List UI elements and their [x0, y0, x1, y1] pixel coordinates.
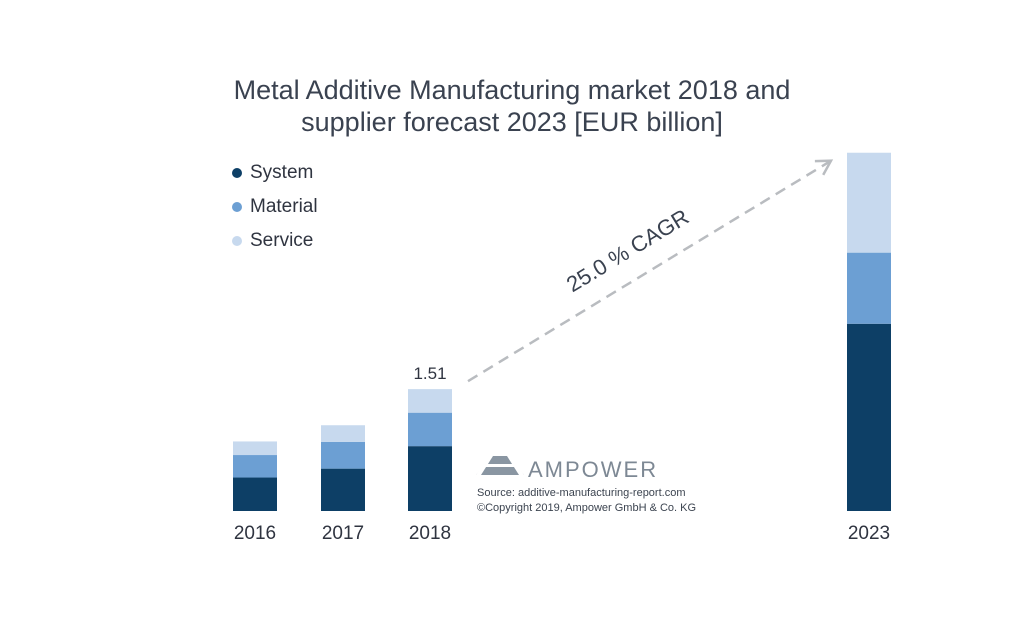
legend-label-material: Material	[250, 196, 318, 217]
ampower-logo: AMPOWER	[476, 456, 656, 485]
bar-system-2018	[408, 446, 452, 511]
bar-service-2023	[847, 152, 891, 253]
source-line: Source: additive-manufacturing-report.co…	[477, 487, 686, 499]
bar-service-2017	[321, 425, 365, 442]
x-tick-label-2018: 2018	[409, 523, 451, 544]
bar-material-2018	[408, 412, 452, 447]
copyright-line: ©Copyright 2019, Ampower GmbH & Co. KG	[477, 502, 697, 514]
chart-title: Metal Additive Manufacturing market 2018…	[0, 74, 1024, 138]
ampower-logo-icon	[476, 456, 524, 475]
bar-service-2016	[233, 441, 277, 456]
x-tick-label-2016: 2016	[234, 523, 276, 544]
cagr-arrow-head	[814, 159, 834, 176]
bar-material-2017	[321, 441, 365, 469]
legend-dot-service	[232, 236, 242, 246]
x-tick-label-2017: 2017	[322, 523, 364, 544]
bar-service-2018	[408, 389, 452, 413]
legend-dot-material	[232, 202, 242, 212]
x-tick-labels: 2016 2017 2018 2023	[234, 523, 890, 544]
source-note: Source: additive-manufacturing-report.co…	[477, 486, 696, 516]
legend-dot-system	[232, 168, 242, 178]
chart-title-line-2: supplier forecast 2023 [EUR billion]	[301, 107, 723, 137]
legend-label-system: System	[250, 162, 314, 183]
chart-title-line-1: Metal Additive Manufacturing market 2018…	[233, 75, 791, 105]
bar-system-2017	[321, 468, 365, 511]
cagr-arrow: 25.0 % CAGR	[467, 159, 834, 383]
legend-label-service: Service	[250, 230, 314, 251]
data-label-2018: 1.51	[413, 364, 446, 383]
bar-system-2016	[233, 477, 277, 511]
bar-material-2023	[847, 252, 891, 324]
data-labels: 1.51	[413, 364, 446, 383]
bar-material-2016	[233, 455, 277, 478]
bars-group	[233, 152, 891, 511]
cagr-arrow-line	[467, 159, 832, 383]
ampower-logo-text: AMPOWER	[528, 457, 659, 482]
bar-system-2023	[847, 323, 891, 511]
x-tick-label-2023: 2023	[848, 523, 890, 544]
